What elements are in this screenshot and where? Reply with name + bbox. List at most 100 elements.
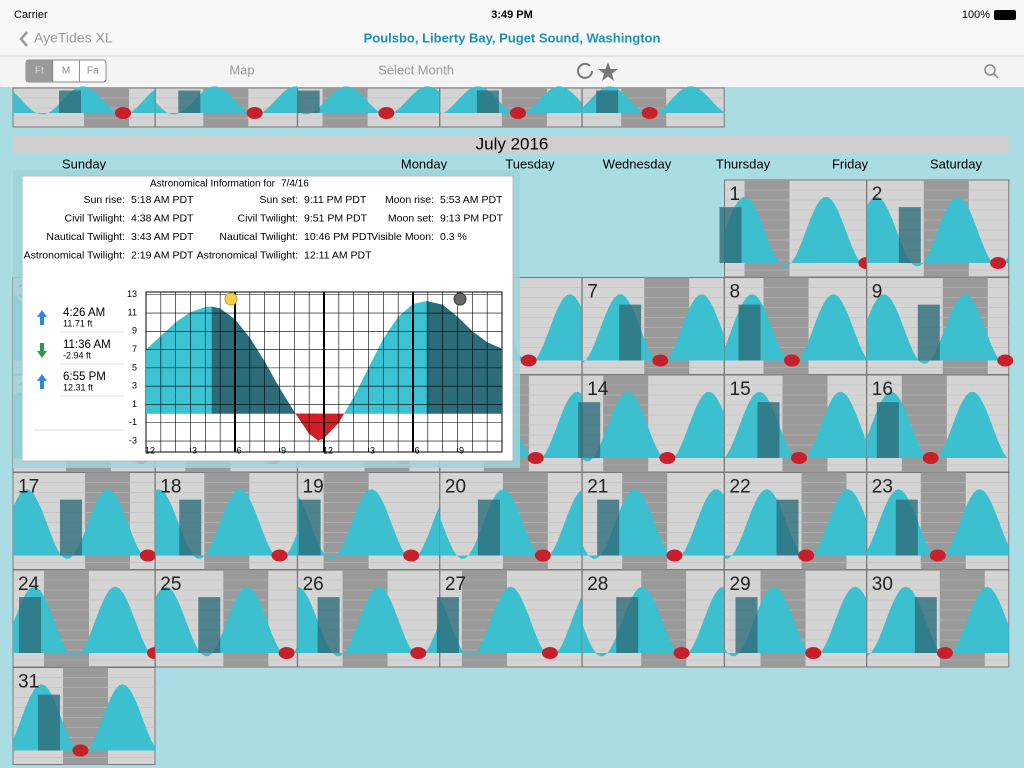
ebb-band [735,597,758,653]
refresh-icon[interactable] [577,62,593,79]
tide-thumbnail [582,391,725,462]
carrier: Carrier [14,9,48,21]
day-cell[interactable]: 14 [578,374,725,473]
astro-label: Moon set: [388,212,434,224]
day-cell[interactable]: 23 [866,472,1010,570]
y-tick-label: 3 [132,381,137,391]
low-tide-dip [510,107,526,119]
tide-thumbnail [724,586,867,657]
low-tide-dip [271,549,288,562]
tide-thumbnail [297,489,440,559]
day-number: 18 [160,477,181,498]
day-cell[interactable]: 1 [719,179,875,278]
day-cell[interactable]: 16 [866,374,1010,473]
ebb-band [616,597,639,653]
weekday-label: Sunday [62,156,107,171]
low-tide-dip [990,257,1007,269]
select-month-button[interactable]: Select Month [378,62,454,77]
tide-time: 4:26 AM [63,307,105,319]
back-button[interactable]: AyeTides XL [34,30,113,46]
astro-label: Moon rise: [385,194,434,206]
ebb-band [738,304,761,361]
day-cell[interactable]: 22 [724,472,867,570]
day-cell[interactable]: 15 [724,374,867,473]
ebb-band [198,597,221,653]
ebb-shade [457,301,473,441]
day-cell[interactable]: 20 [439,472,583,570]
day-number: 2 [872,184,883,205]
astro-label: Civil Twilight: [65,212,126,224]
low-tide-dip [378,107,395,119]
day-cell[interactable]: 26 [297,569,441,668]
tide-height: 12.31 ft [63,382,94,392]
low-tide-dip [641,107,658,119]
ebb-band [597,499,620,556]
astro-value: 10:46 PM PDT [304,231,373,243]
ebb-band [757,402,780,458]
astro-label: Nautical Twilight: [219,231,298,243]
day-number: 1 [730,184,741,205]
low-tide-dip [929,549,946,562]
back-chevron[interactable] [19,31,28,47]
day-number: 7 [587,282,598,303]
tide-thumbnail [13,86,155,115]
day-number: 29 [730,574,751,595]
ebb-shade [220,301,236,441]
weekday-label: Thursday [716,156,771,171]
ebb-band [578,402,601,458]
day-cell[interactable]: 2 [866,179,1010,278]
ebb-band [19,597,41,653]
day-cell[interactable]: 29 [724,569,867,668]
tide-thumbnail [439,586,582,657]
day-number: 17 [18,477,39,498]
x-tick-label: 12 [323,445,333,455]
ebb-band [298,499,321,556]
day-cell[interactable]: 27 [436,569,583,668]
low-tide-dip [403,549,420,562]
x-tick-label: 6 [414,445,419,455]
tide-time: 11:36 AM [63,339,111,351]
day-cell[interactable]: 9 [866,277,1014,375]
low-tide-dip [246,107,263,119]
rising-arrow [37,374,47,389]
day-cell[interactable]: 8 [724,277,867,375]
x-tick-label: 9 [459,445,464,455]
day-cell[interactable]: 30 [866,569,1010,668]
nav-title: Poulsbo, Liberty Bay, Puget Sound, Washi… [364,30,661,45]
segment-selected [26,60,53,82]
tide-thumbnail [297,86,440,115]
astro-label: Astronomical Twilight: [24,249,125,261]
day-cell[interactable]: 21 [581,472,725,570]
day-cell[interactable]: 19 [297,472,441,570]
unit-option[interactable]: M [62,66,70,77]
low-tide-dip [652,354,669,367]
ebb-band [476,90,499,113]
search-icon[interactable] [984,64,996,76]
day-cell[interactable]: 24 [12,569,163,668]
x-tick-label: 9 [281,445,286,455]
map-button[interactable]: Map [229,62,254,77]
day-cell[interactable]: 18 [154,472,298,570]
tide-thumbnail [866,586,1009,657]
tide-thumbnail [724,489,867,559]
day-cell[interactable]: 31 [12,667,156,765]
unit-option[interactable]: Ft [35,66,44,77]
day-cell[interactable]: 25 [154,569,298,668]
ebb-band [876,402,899,458]
low-tide-dip [659,452,676,464]
astro-value: 9:13 PM PDT [440,212,504,224]
day-cell[interactable]: 17 [12,472,156,570]
day-cell[interactable]: 28 [581,569,725,668]
low-tide-dip [783,354,800,367]
weekday-label: Friday [832,156,869,171]
low-tide-dip [520,354,537,367]
favorite-icon[interactable] [598,62,618,81]
ebb-shade [426,301,444,441]
day-cell[interactable]: 7 [581,277,725,375]
astro-value: 5:18 AM PDT [131,194,194,206]
astro-label: Civil Twilight: [238,212,299,224]
astro-value: 2:19 AM PDT [131,249,194,261]
tide-height: 11.71 ft [63,318,93,328]
unit-option[interactable]: Fa [87,66,99,77]
